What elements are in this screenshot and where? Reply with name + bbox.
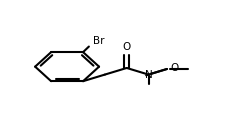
Text: O: O	[170, 63, 179, 74]
Text: O: O	[122, 42, 131, 52]
Text: N: N	[145, 70, 152, 80]
Text: Br: Br	[93, 36, 105, 46]
